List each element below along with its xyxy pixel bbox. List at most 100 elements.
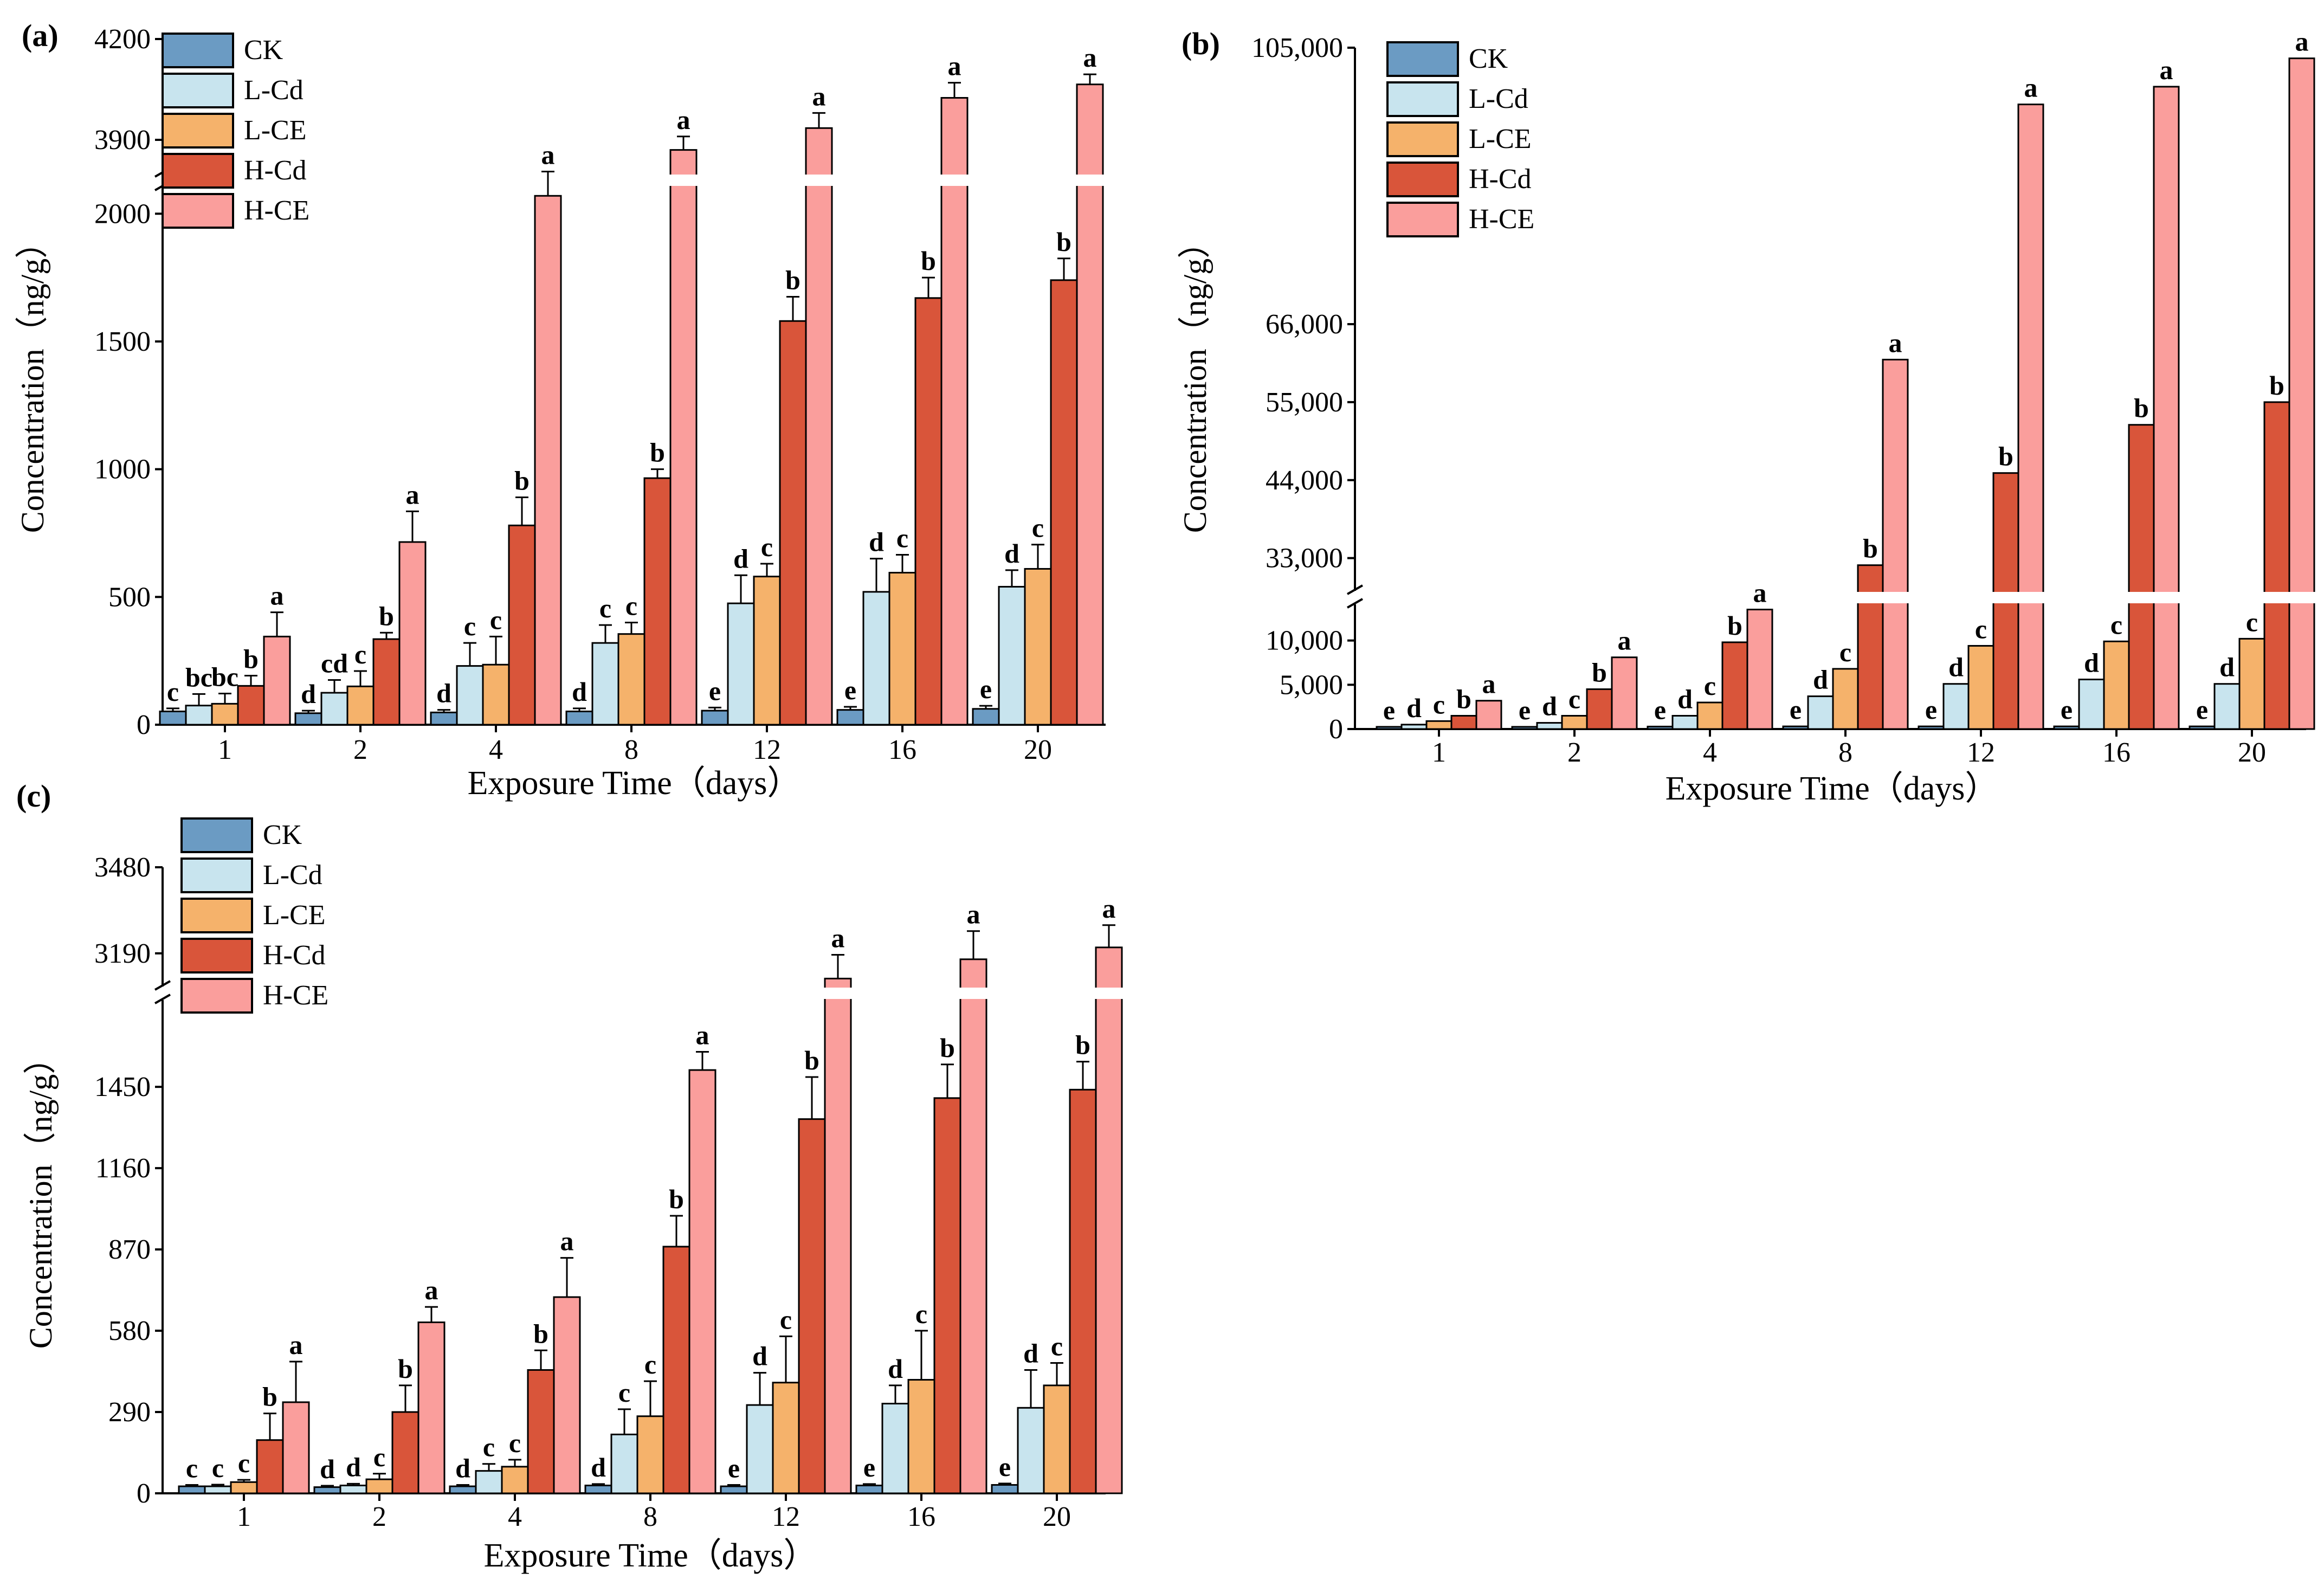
significance-letter: a xyxy=(1753,578,1767,608)
bar xyxy=(805,127,833,726)
bar xyxy=(636,1415,664,1494)
significance-letter: b xyxy=(262,1382,277,1412)
legend-label: H-CE xyxy=(263,980,328,1011)
bar xyxy=(1425,720,1452,730)
x-tick-label: 1 xyxy=(1432,737,1446,768)
bar xyxy=(836,709,864,726)
legend-swatch xyxy=(1386,162,1459,197)
y-tick-label: 5,000 xyxy=(1280,669,1343,700)
significance-letter: d xyxy=(455,1453,470,1483)
legend-label: H-CE xyxy=(244,195,309,226)
bar xyxy=(591,642,619,726)
y-axis-label: Concentration（ng/g） xyxy=(23,1042,59,1349)
bar xyxy=(1807,695,1834,730)
bar xyxy=(449,1485,477,1494)
significance-letter: d xyxy=(346,1452,361,1482)
significance-letter: c xyxy=(599,593,611,623)
significance-letter: c xyxy=(186,1453,198,1483)
bar xyxy=(1475,700,1502,730)
significance-letter: a xyxy=(2160,55,2173,85)
bar xyxy=(1511,726,1538,730)
bar xyxy=(1450,715,1477,730)
bar xyxy=(230,1481,258,1494)
significance-letter: c xyxy=(509,1428,521,1458)
significance-letter: b xyxy=(785,265,801,295)
y-tick-label: 1450 xyxy=(94,1072,151,1103)
bar xyxy=(482,663,510,726)
significance-letter: e xyxy=(999,1452,1011,1482)
significance-letter: a xyxy=(812,81,826,111)
significance-letter: c xyxy=(490,604,502,635)
bar xyxy=(753,576,781,726)
significance-letter: a xyxy=(2295,27,2309,57)
bar-break-gap xyxy=(2128,592,2155,603)
bar xyxy=(610,1433,638,1494)
axis-break-mark xyxy=(154,994,171,1004)
bar xyxy=(263,635,291,726)
bar xyxy=(991,1484,1019,1494)
bar-break-gap xyxy=(805,175,833,186)
legend-swatch xyxy=(180,817,253,853)
y-tick-label: 66,000 xyxy=(1266,309,1343,340)
bar xyxy=(940,97,969,726)
significance-letter: c xyxy=(464,611,476,641)
bar xyxy=(294,712,322,726)
bar xyxy=(1095,946,1123,1494)
significance-letter: b xyxy=(1863,533,1878,564)
bar xyxy=(508,524,536,726)
bar xyxy=(456,665,484,726)
x-tick-label: 2 xyxy=(353,734,367,765)
significance-letter: b xyxy=(1592,657,1607,688)
y-tick-label: 580 xyxy=(108,1316,151,1346)
axis-break-mark xyxy=(154,980,171,991)
significance-letter: d xyxy=(1004,538,1019,569)
axis-break-mark xyxy=(1347,598,1363,609)
legend-label: H-Cd xyxy=(263,940,326,971)
significance-letter: a xyxy=(541,139,555,170)
significance-letter: a xyxy=(1482,669,1496,699)
x-tick-label: 12 xyxy=(1967,737,1995,768)
legend-swatch xyxy=(1386,121,1459,157)
bar xyxy=(2263,401,2290,730)
significance-letter: c xyxy=(2246,607,2258,637)
significance-letter: a xyxy=(425,1275,438,1305)
legend-label: L-CE xyxy=(244,115,307,146)
significance-letter: c xyxy=(625,590,637,621)
x-tick-label: 8 xyxy=(624,734,638,765)
significance-letter: a xyxy=(1618,626,1631,656)
panel-label: (c) xyxy=(16,778,51,814)
legend-swatch xyxy=(162,153,234,189)
bar xyxy=(746,1404,774,1494)
bar xyxy=(430,711,458,726)
bar xyxy=(346,685,375,726)
significance-letter: a xyxy=(1102,893,1116,924)
significance-letter: e xyxy=(980,674,992,704)
y-tick-label: 3480 xyxy=(94,852,151,883)
bar xyxy=(211,702,239,726)
significance-letter: a xyxy=(289,1330,303,1360)
significance-letter: b xyxy=(804,1045,819,1075)
significance-letter: b xyxy=(1456,684,1471,714)
bar xyxy=(2103,640,2130,730)
bar xyxy=(237,685,265,726)
y-tick-label: 290 xyxy=(108,1397,151,1428)
y-tick-label: 105,000 xyxy=(1251,33,1343,63)
y-axis-label: Concentration（ng/g） xyxy=(15,226,50,533)
significance-letter: b xyxy=(379,601,394,631)
x-tick-label: 16 xyxy=(2102,737,2131,768)
bar xyxy=(972,708,1000,726)
y-tick-label: 33,000 xyxy=(1266,543,1343,574)
x-tick-label: 16 xyxy=(888,734,916,765)
x-axis-label: Exposure Time（days） xyxy=(468,765,801,802)
bar xyxy=(662,1246,690,1494)
significance-letter: d xyxy=(733,543,748,573)
bar-break-gap xyxy=(2288,592,2315,603)
significance-letter: a xyxy=(1889,327,1902,358)
significance-letter: b xyxy=(514,465,530,495)
legend-swatch xyxy=(162,33,234,68)
bar xyxy=(204,1485,232,1494)
bar xyxy=(2128,424,2155,730)
y-tick-label: 1160 xyxy=(95,1153,151,1184)
significance-letter: c xyxy=(761,532,773,562)
significance-letter: c xyxy=(896,523,908,553)
